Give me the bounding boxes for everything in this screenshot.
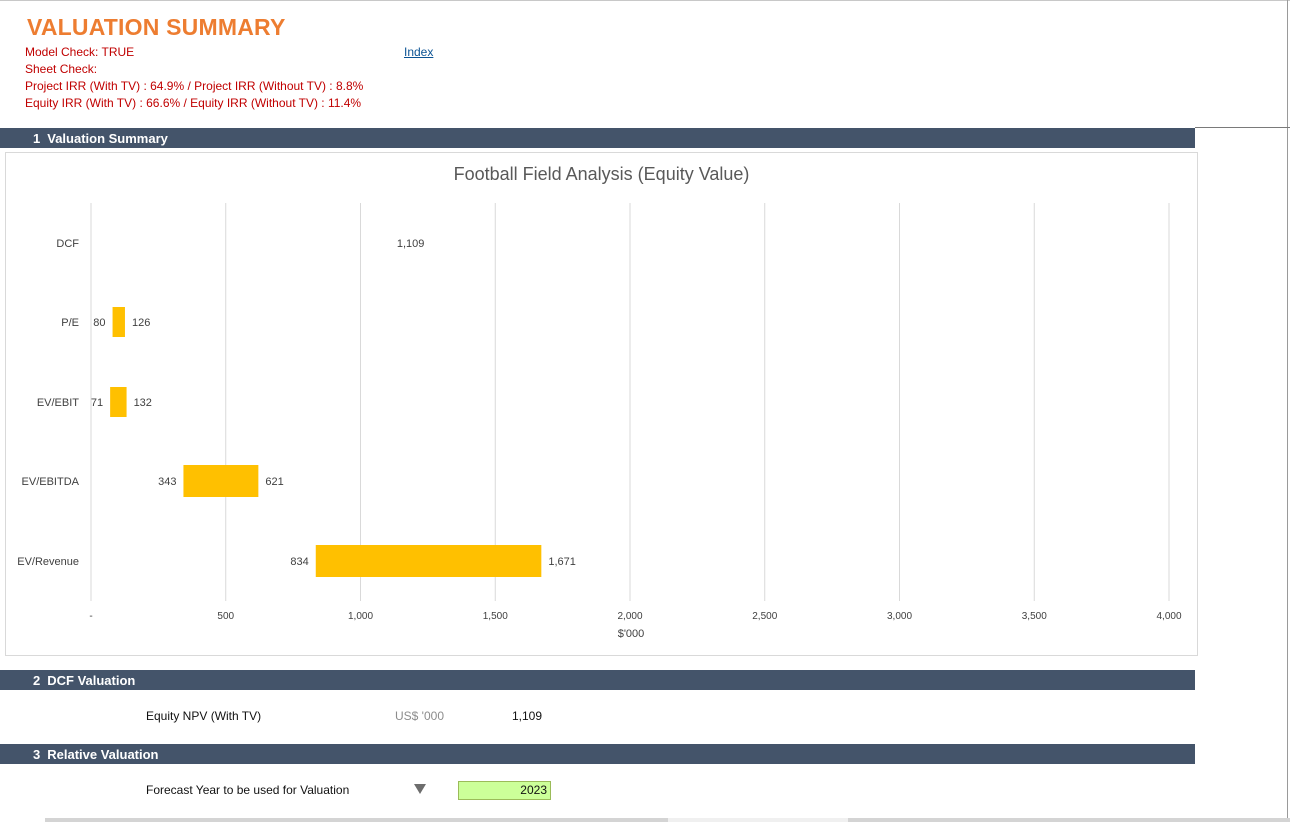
equity-npv-unit: US$ '000 [395,709,444,723]
x-tick-label: - [89,611,92,622]
chart-title: Football Field Analysis (Equity Value) [453,164,750,184]
bar-low-label: 834 [290,556,308,568]
x-tick-label: 3,000 [887,611,912,622]
x-tick-label: 500 [217,611,234,622]
project-irr-text: Project IRR (With TV) : 64.9% / Project … [25,79,364,93]
horizontal-scrollbar[interactable] [45,818,1290,822]
x-tick-label: 1,500 [483,611,508,622]
page-title: VALUATION SUMMARY [27,14,286,40]
x-tick-label: 3,500 [1022,611,1047,622]
section-header-valuation-summary: 1 Valuation Summary [0,128,1195,148]
window-right-border [1287,0,1288,822]
section-number: 3 [33,746,41,762]
forecast-year-label: Forecast Year to be used for Valuation [146,783,350,797]
section-label: DCF Valuation [47,672,136,688]
y-category-label: EV/EBIT [37,397,79,409]
sheet-check-text: Sheet Check: [25,62,98,76]
sheet-divider-line [1195,127,1290,128]
section-header-relative-valuation: 3 Relative Valuation [0,744,1195,764]
x-tick-label: 4,000 [1156,611,1181,622]
x-tick-label: 1,000 [348,611,373,622]
range-bar [183,465,259,497]
bar-low-label: 80 [93,317,105,329]
section-label: Relative Valuation [47,746,159,762]
section-number: 1 [33,130,41,146]
forecast-year-input[interactable]: 2023 [458,781,551,800]
y-category-label: DCF [56,238,79,250]
range-bar [315,545,542,577]
bar-high-label: 126 [132,317,150,329]
chevron-down-icon[interactable] [414,784,426,794]
bar-high-label: 1,109 [397,238,425,250]
x-tick-label: 2,500 [752,611,777,622]
section-label: Valuation Summary [47,130,168,146]
model-check-text: Model Check: TRUE [25,45,135,59]
bar-high-label: 621 [265,476,283,488]
window-top-border [0,0,1290,1]
scrollbar-thumb[interactable] [668,818,848,822]
y-category-label: EV/EBITDA [22,476,80,488]
index-link[interactable]: Index [404,45,434,59]
y-category-label: EV/Revenue [17,556,79,568]
bar-low-label: 343 [158,476,176,488]
section-header-dcf-valuation: 2 DCF Valuation [0,670,1195,690]
chart-plot-area: - 500 1,000 1,500 2,000 2,500 3,000 3,500 4,000 $… [17,203,1182,640]
range-bar [110,387,127,417]
bar-low-label: 71 [91,397,103,409]
y-category-label: P/E [61,317,79,329]
section-number: 2 [33,672,41,688]
bar-high-label: 1,671 [548,556,576,568]
equity-irr-text: Equity IRR (With TV) : 66.6% / Equity IR… [25,96,362,110]
x-axis-label: $'000 [618,628,645,640]
bar-high-label: 132 [134,397,152,409]
equity-npv-value: 1,109 [512,709,543,723]
equity-npv-label: Equity NPV (With TV) [146,709,262,723]
x-tick-label: 2,000 [617,611,642,622]
range-bar [112,307,125,337]
football-field-chart[interactable]: Football Field Analysis (Equity Value) -… [5,152,1198,656]
